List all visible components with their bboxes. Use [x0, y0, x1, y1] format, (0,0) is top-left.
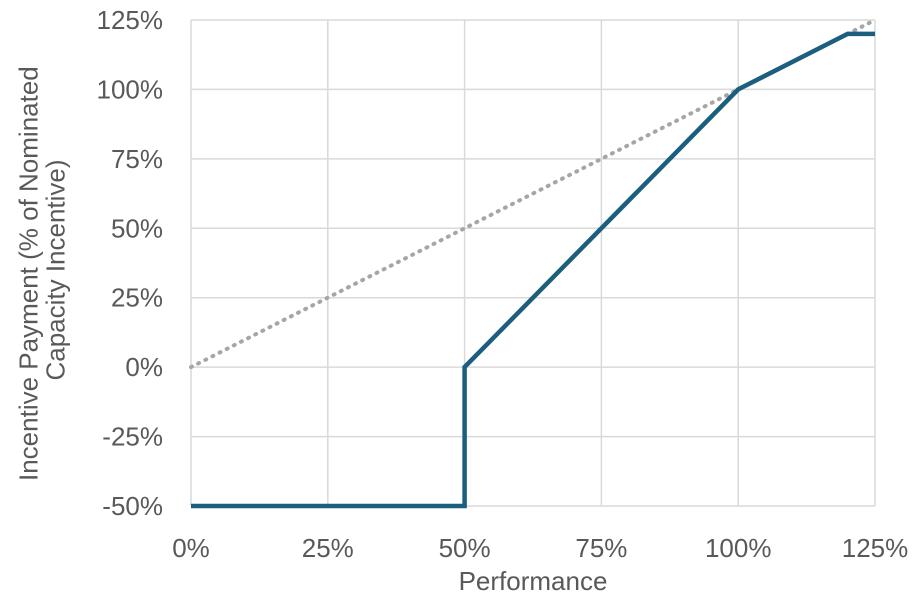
y-axis-title-line-1: Incentive Payment (% of Nominated	[13, 66, 43, 481]
y-axis-title: Incentive Payment (% of Nominated Capaci…	[13, 59, 70, 481]
y-tick-label: 50%	[111, 213, 163, 243]
y-axis-title-line-2: Capacity Incentive)	[41, 159, 71, 380]
x-tick-label: 25%	[302, 533, 354, 563]
x-axis-ticks: 0% 25% 50% 75% 100% 125%	[172, 533, 908, 563]
x-tick-label: 125%	[842, 533, 909, 563]
x-tick-label: 75%	[575, 533, 627, 563]
incentive-payment-line	[191, 31, 875, 509]
y-tick-label: -50%	[102, 491, 163, 521]
y-tick-label: -25%	[102, 422, 163, 452]
x-tick-label: 100%	[705, 533, 772, 563]
x-tick-label: 50%	[439, 533, 491, 563]
x-tick-label: 0%	[172, 533, 210, 563]
y-tick-label: 25%	[111, 283, 163, 313]
y-axis-ticks: -50% -25% 0% 25% 50% 75% 100% 125%	[97, 5, 164, 521]
y-tick-label: 100%	[97, 74, 164, 104]
y-tick-label: 125%	[97, 5, 164, 35]
y-tick-label: 0%	[125, 352, 163, 382]
gridlines	[190, 19, 876, 507]
x-axis-title: Performance	[459, 566, 608, 596]
y-tick-label: 75%	[111, 144, 163, 174]
series-lines	[189, 18, 877, 509]
